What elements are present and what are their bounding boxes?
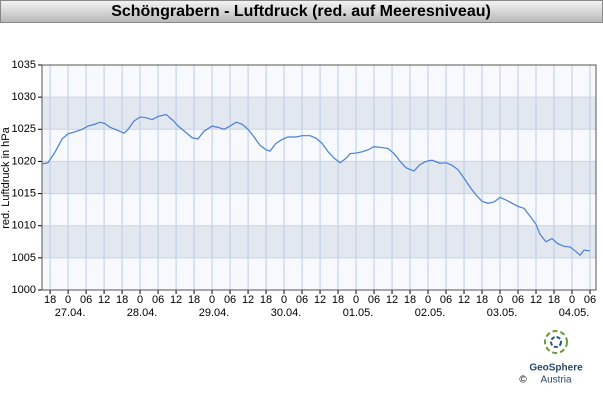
x-tick-label: 0 bbox=[137, 294, 143, 306]
x-tick-label: 0 bbox=[209, 294, 215, 306]
x-tick-label: 0 bbox=[65, 294, 71, 306]
x-tick-label: 12 bbox=[242, 294, 254, 306]
x-tick-label: 06 bbox=[512, 294, 524, 306]
x-tick-label: 12 bbox=[98, 294, 110, 306]
day-label: 29.04. bbox=[199, 307, 230, 319]
day-label: 30.04. bbox=[271, 307, 302, 319]
x-tick-label: 18 bbox=[332, 294, 344, 306]
x-tick-label: 06 bbox=[440, 294, 452, 306]
y-tick-label: 1000 bbox=[12, 284, 36, 296]
y-tick-label: 1025 bbox=[12, 123, 36, 135]
x-tick-label: 18 bbox=[476, 294, 488, 306]
x-tick-label: 12 bbox=[314, 294, 326, 306]
logo-name: GeoSphere bbox=[529, 363, 583, 374]
y-axis-label: red. Luftdruck in hPa bbox=[0, 126, 12, 228]
chart-title: Schöngrabern - Luftdruck (red. auf Meere… bbox=[111, 3, 491, 20]
day-label: 28.04. bbox=[127, 307, 158, 319]
plot-frame bbox=[41, 64, 597, 291]
copyright: © bbox=[519, 375, 527, 386]
y-tick-label: 1015 bbox=[12, 187, 36, 199]
grid-band bbox=[42, 97, 596, 130]
y-tick-label: 1020 bbox=[12, 155, 36, 167]
x-tick-label: 12 bbox=[170, 294, 182, 306]
logo-sub: Austria bbox=[540, 375, 572, 386]
day-label: 02.05. bbox=[415, 307, 446, 319]
x-tick-label: 12 bbox=[530, 294, 542, 306]
x-tick-label: 06 bbox=[368, 294, 380, 306]
day-label: 04.05. bbox=[559, 307, 590, 319]
y-tick-label: 1030 bbox=[12, 91, 36, 103]
data-line bbox=[41, 113, 591, 257]
x-tick-label: 18 bbox=[44, 294, 56, 306]
day-label: 03.05. bbox=[487, 307, 518, 319]
x-tick-label: 06 bbox=[80, 294, 92, 306]
x-tick-label: 12 bbox=[386, 294, 398, 306]
grid-band bbox=[42, 161, 596, 194]
grid-band bbox=[42, 225, 596, 258]
x-tick-label: 06 bbox=[152, 294, 164, 306]
logo-icon bbox=[544, 330, 568, 354]
logo-icon bbox=[550, 336, 562, 348]
x-tick-label: 0 bbox=[497, 294, 503, 306]
y-tick-label: 1035 bbox=[12, 59, 36, 71]
logo: GeoSphere Austria © bbox=[519, 330, 583, 386]
day-label: 01.05. bbox=[343, 307, 374, 319]
x-tick-label: 12 bbox=[458, 294, 470, 306]
x-tick-label: 18 bbox=[188, 294, 200, 306]
x-tick-label: 0 bbox=[281, 294, 287, 306]
x-tick-label: 0 bbox=[569, 294, 575, 306]
y-tick-label: 1005 bbox=[12, 252, 36, 264]
x-tick-label: 0 bbox=[353, 294, 359, 306]
x-tick-label: 18 bbox=[548, 294, 560, 306]
x-tick-label: 18 bbox=[260, 294, 272, 306]
x-tick-label: 18 bbox=[404, 294, 416, 306]
x-tick-label: 18 bbox=[116, 294, 128, 306]
x-tick-label: 0 bbox=[425, 294, 431, 306]
x-tick-label: 06 bbox=[584, 294, 596, 306]
day-label: 27.04. bbox=[55, 307, 86, 319]
x-tick-label: 06 bbox=[224, 294, 236, 306]
x-tick-label: 06 bbox=[296, 294, 308, 306]
y-tick-label: 1010 bbox=[12, 220, 36, 232]
